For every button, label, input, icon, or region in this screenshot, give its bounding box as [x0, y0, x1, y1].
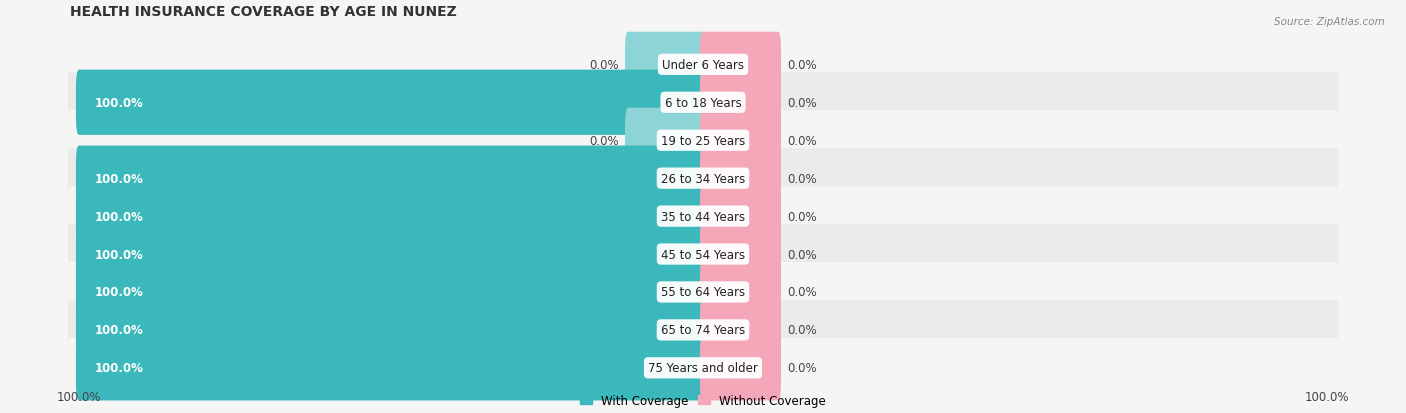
Text: 100.0%: 100.0% [94, 324, 143, 337]
Text: 0.0%: 0.0% [787, 210, 817, 223]
Text: 100.0%: 100.0% [94, 248, 143, 261]
Text: HEALTH INSURANCE COVERAGE BY AGE IN NUNEZ: HEALTH INSURANCE COVERAGE BY AGE IN NUNE… [70, 5, 457, 19]
Text: 75 Years and older: 75 Years and older [648, 361, 758, 375]
Text: Under 6 Years: Under 6 Years [662, 59, 744, 72]
Text: 0.0%: 0.0% [787, 172, 817, 185]
Legend: With Coverage, Without Coverage: With Coverage, Without Coverage [575, 389, 831, 412]
Text: 0.0%: 0.0% [787, 361, 817, 375]
Text: 0.0%: 0.0% [589, 59, 619, 72]
FancyBboxPatch shape [626, 108, 706, 173]
FancyBboxPatch shape [700, 222, 780, 287]
Text: 0.0%: 0.0% [787, 134, 817, 147]
Text: 55 to 64 Years: 55 to 64 Years [661, 286, 745, 299]
FancyBboxPatch shape [700, 71, 780, 135]
FancyBboxPatch shape [76, 222, 706, 287]
Text: 45 to 54 Years: 45 to 54 Years [661, 248, 745, 261]
FancyBboxPatch shape [76, 260, 706, 325]
Text: 100.0%: 100.0% [94, 97, 143, 109]
FancyBboxPatch shape [700, 108, 780, 173]
FancyBboxPatch shape [700, 33, 780, 98]
Text: 0.0%: 0.0% [787, 324, 817, 337]
Text: 6 to 18 Years: 6 to 18 Years [665, 97, 741, 109]
FancyBboxPatch shape [67, 149, 1339, 209]
FancyBboxPatch shape [76, 146, 706, 211]
FancyBboxPatch shape [76, 184, 706, 249]
Text: Source: ZipAtlas.com: Source: ZipAtlas.com [1274, 17, 1385, 26]
FancyBboxPatch shape [67, 35, 1339, 95]
Text: 19 to 25 Years: 19 to 25 Years [661, 134, 745, 147]
FancyBboxPatch shape [67, 187, 1339, 247]
FancyBboxPatch shape [700, 146, 780, 211]
FancyBboxPatch shape [67, 262, 1339, 322]
FancyBboxPatch shape [76, 71, 706, 135]
Text: 35 to 44 Years: 35 to 44 Years [661, 210, 745, 223]
FancyBboxPatch shape [700, 260, 780, 325]
FancyBboxPatch shape [700, 297, 780, 363]
Text: 100.0%: 100.0% [94, 210, 143, 223]
Text: 0.0%: 0.0% [787, 59, 817, 72]
Text: 100.0%: 100.0% [94, 361, 143, 375]
Text: 0.0%: 0.0% [787, 248, 817, 261]
FancyBboxPatch shape [700, 184, 780, 249]
FancyBboxPatch shape [67, 73, 1339, 133]
Text: 100.0%: 100.0% [94, 172, 143, 185]
Text: 26 to 34 Years: 26 to 34 Years [661, 172, 745, 185]
FancyBboxPatch shape [700, 335, 780, 401]
FancyBboxPatch shape [67, 225, 1339, 284]
FancyBboxPatch shape [67, 111, 1339, 171]
Text: 100.0%: 100.0% [1305, 390, 1350, 403]
FancyBboxPatch shape [76, 335, 706, 401]
Text: 0.0%: 0.0% [787, 286, 817, 299]
FancyBboxPatch shape [67, 300, 1339, 360]
Text: 100.0%: 100.0% [56, 390, 101, 403]
FancyBboxPatch shape [67, 338, 1339, 398]
Text: 0.0%: 0.0% [589, 134, 619, 147]
Text: 65 to 74 Years: 65 to 74 Years [661, 324, 745, 337]
Text: 0.0%: 0.0% [787, 97, 817, 109]
FancyBboxPatch shape [76, 297, 706, 363]
Text: 100.0%: 100.0% [94, 286, 143, 299]
FancyBboxPatch shape [626, 33, 706, 98]
